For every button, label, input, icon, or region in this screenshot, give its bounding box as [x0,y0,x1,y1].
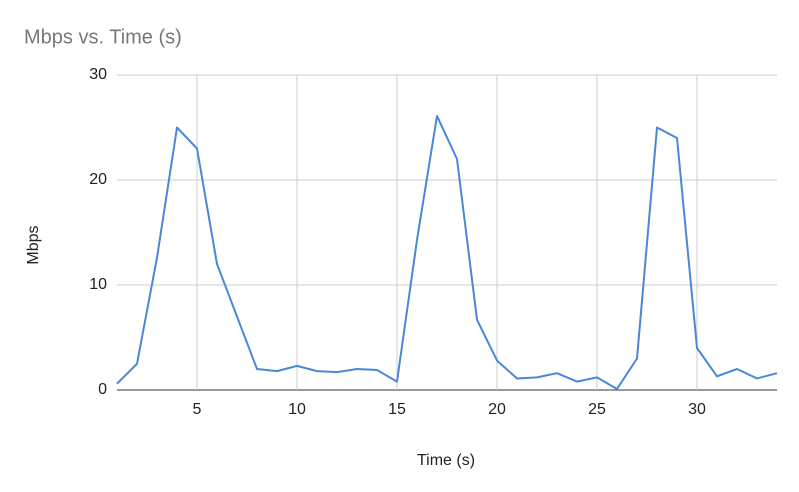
x-tick-label: 5 [193,401,202,418]
y-tick-label: 10 [89,276,107,293]
line [116,114,778,390]
y-tick-label: 0 [98,381,107,398]
chart-title: Mbps vs. Time (s) [24,26,182,48]
x-tick-label: 10 [288,401,306,418]
x-axis-label: Time (s) [417,452,475,469]
x-tick-label: 25 [588,401,606,418]
y-axis-label: Mbps [25,225,42,264]
y-tick-label: 20 [89,171,107,188]
x-tick-label: 20 [488,401,506,418]
y-tick-label: 30 [89,66,107,83]
x-tick-label: 30 [688,401,706,418]
x-tick-label: 15 [388,401,406,418]
